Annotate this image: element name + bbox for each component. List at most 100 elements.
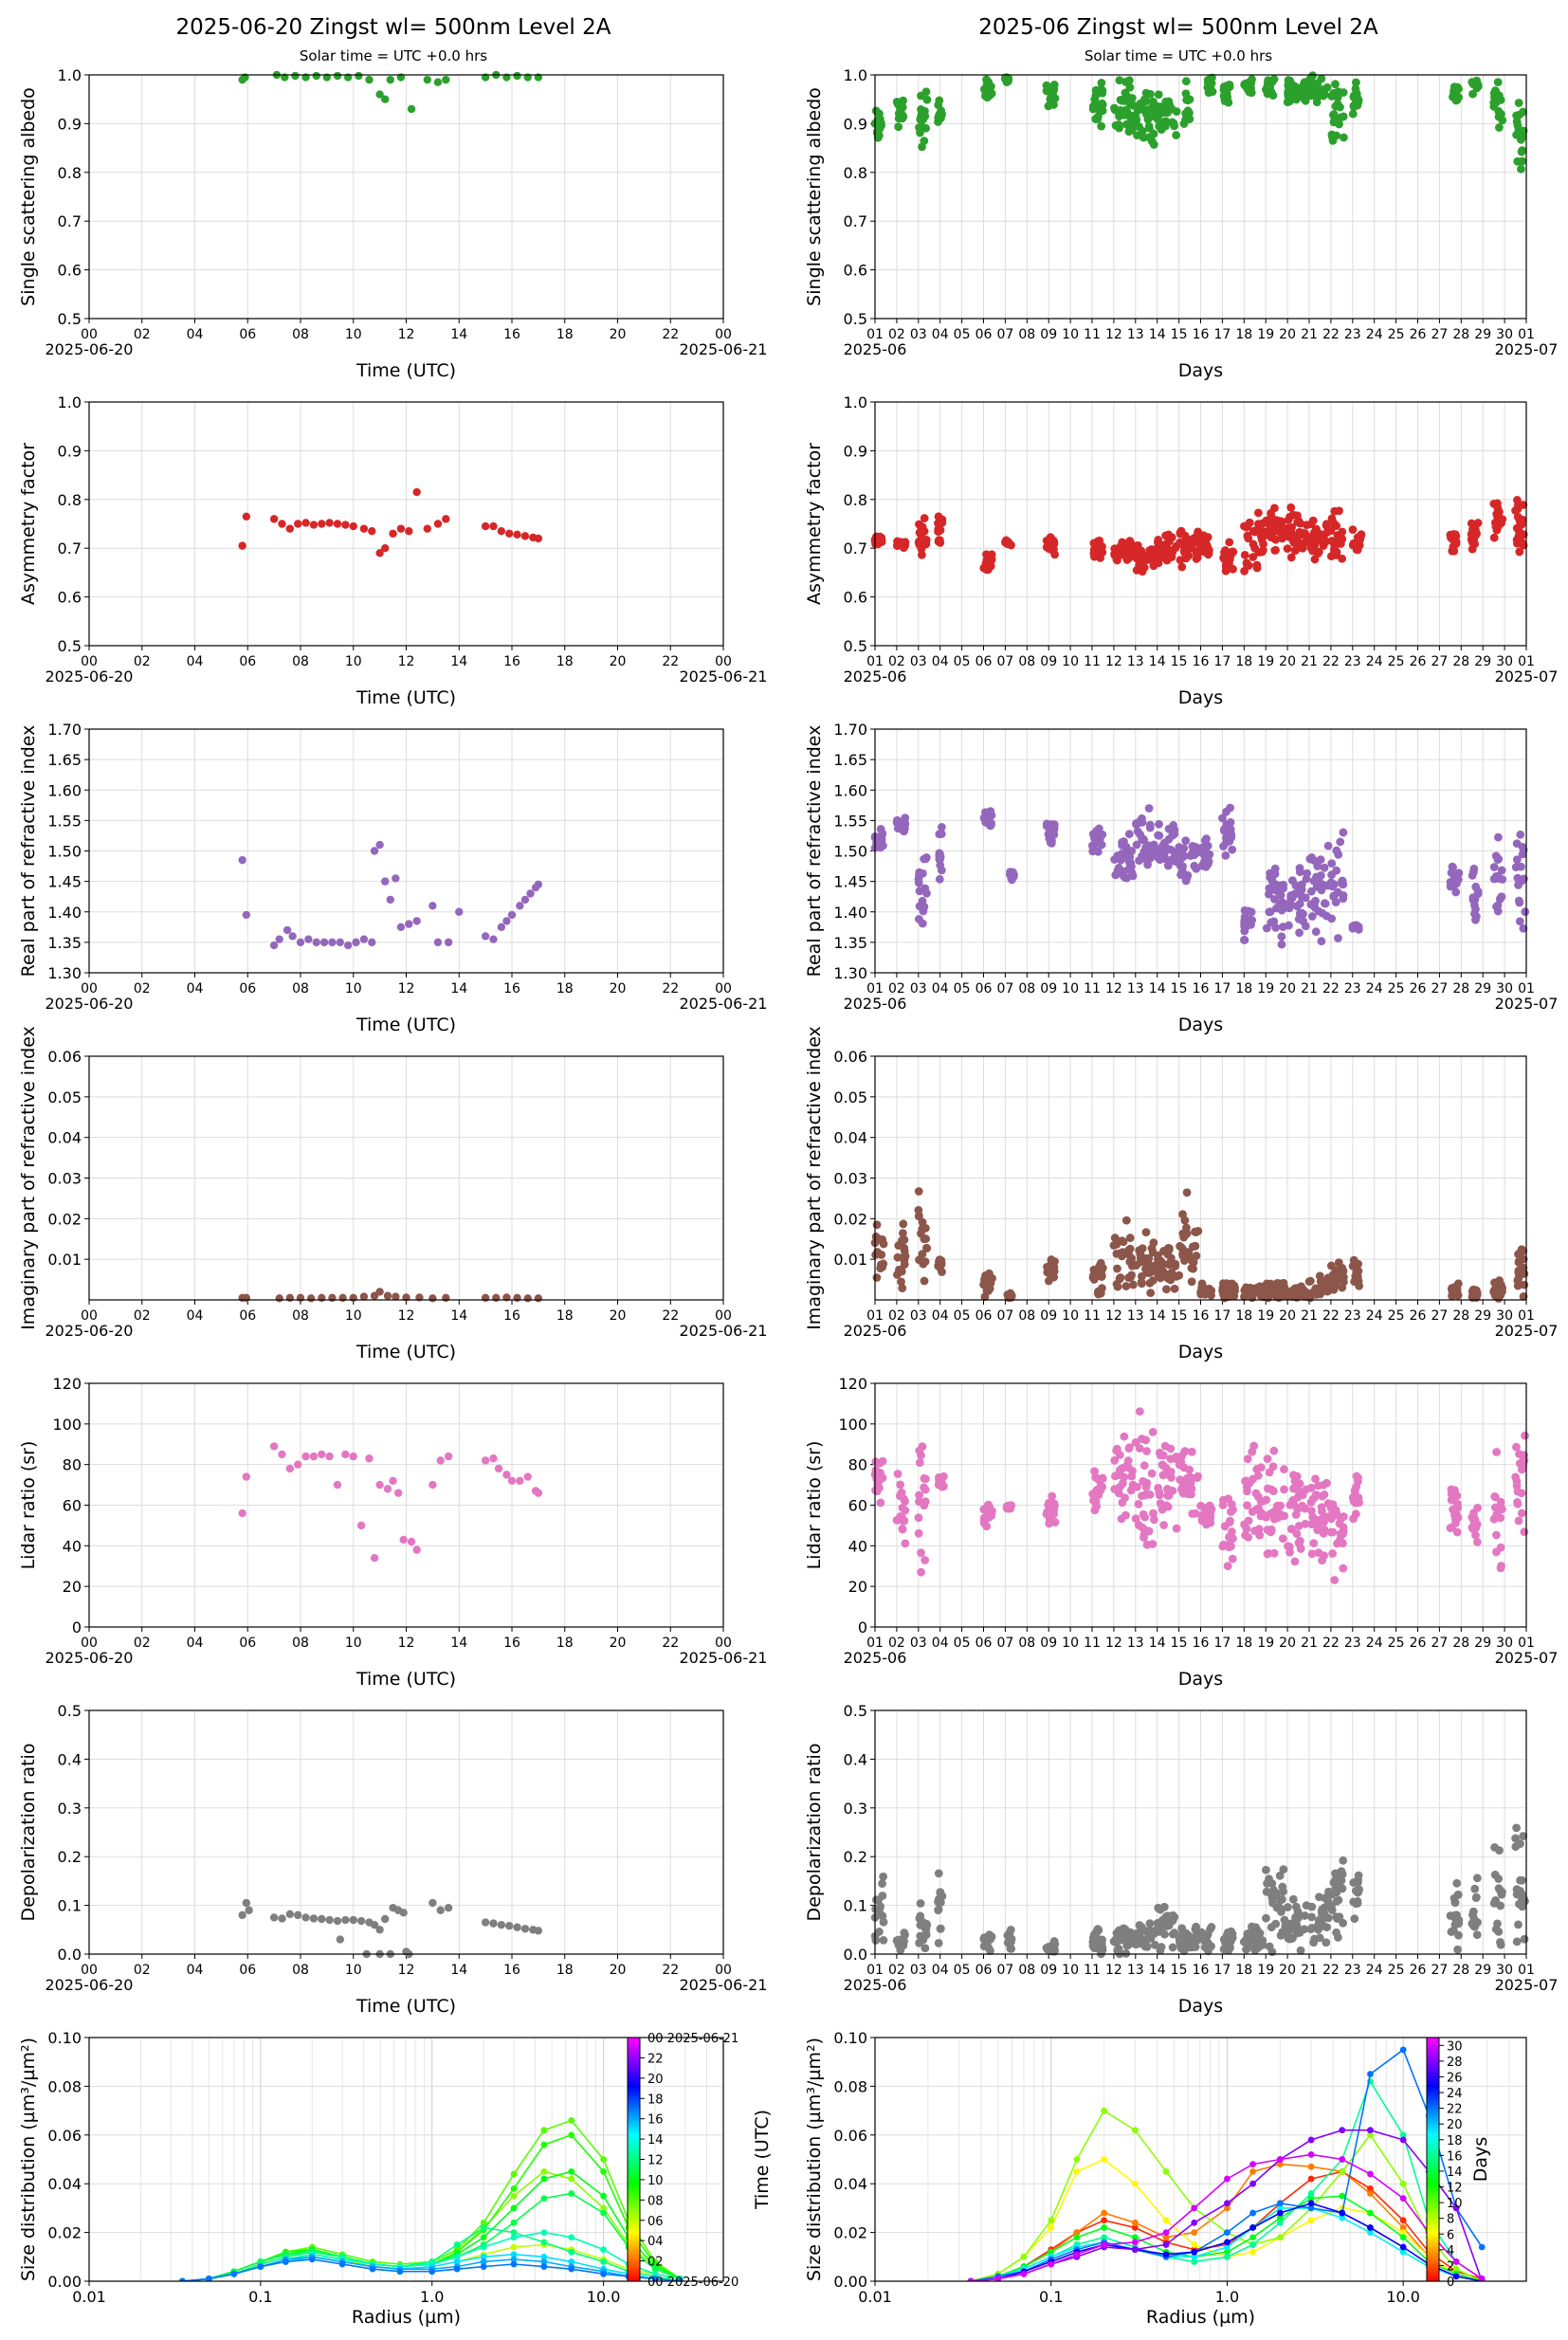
depol-monthly-point [1157,1924,1166,1933]
asym-monthly-point [1511,506,1521,515]
colorbar-right-tick-label: 4 [1447,2244,1454,2258]
lidar-monthly-point [1242,1482,1251,1491]
asym-left-xtick-label: 22 [662,654,679,669]
ssa-monthly-point [1160,121,1170,131]
real-monthly-point [1138,835,1147,845]
asym-monthly-point [1355,533,1364,541]
lidar-right-xtick-label: 17 [1213,1636,1231,1651]
real-monthly-point [1240,905,1249,915]
size-left-curve-point [480,2263,487,2270]
imag-right-xtick-label: 18 [1235,1308,1252,1324]
ssa-monthly-point [1517,147,1526,156]
ssa-monthly-point [1160,108,1170,118]
ssa-monthly-point [1160,101,1170,110]
real-monthly-point [1266,907,1275,917]
asym-right-xtick-label: 20 [1279,654,1296,669]
real-daily-point [381,877,390,886]
ssa-monthly-point [1183,95,1192,103]
real-monthly-point [1049,830,1059,839]
asym-right-xlabel: Days [1178,687,1223,708]
ssa-right-ylabel: Single scattering albedo [804,87,825,306]
ssa-monthly-point [1050,94,1060,103]
real-monthly-point [1468,895,1478,905]
lidar-monthly-point [1339,1529,1348,1539]
depol-monthly-point [1295,1928,1304,1937]
lidar-monthly-point [1263,1549,1272,1559]
real-monthly-point [1228,845,1237,854]
depol-monthly-point [1512,1823,1521,1833]
lidar-monthly-point [1113,1486,1122,1495]
real-monthly-point [1494,832,1503,842]
real-monthly-point [1189,842,1198,851]
ssa-right-xtick-label: 06 [975,327,993,342]
depol-right-ytick-label: 0.5 [844,1702,867,1720]
ssa-monthly-point [1121,77,1130,86]
imag-daily-point [383,1291,392,1300]
asym-daily-point [520,532,530,540]
depol-daily-point [325,1915,334,1925]
imag-left-ytick-label: 0.02 [47,1210,82,1228]
size-left-curve-point [230,2270,238,2277]
asym-right-xtick-label: 09 [1040,654,1057,669]
real-daily-point [396,923,406,932]
real-monthly-point [1312,872,1321,882]
real-left-ytick-label: 1.45 [47,873,82,891]
size-right-curve-point [1224,2175,1231,2183]
real-daily-point [392,874,400,883]
depol-monthly-point [1268,1898,1277,1908]
depol-monthly-point [1164,1912,1174,1922]
ssa-monthly-point [876,119,885,127]
colorbar-right-tick-label: 0 [1447,2276,1454,2290]
imag-daily-point [318,1293,326,1303]
size-left-ytick-label: 0.02 [47,2224,82,2242]
ssa-monthly-point [1136,99,1145,108]
lidar-monthly-point [1446,1524,1455,1532]
depol-monthly-point [1250,1928,1260,1937]
real-right-xtick-label: 04 [932,981,949,996]
imag-daily-point [513,1293,521,1303]
lidar-monthly-point [1449,1505,1457,1514]
lidar-monthly-point [914,1528,923,1538]
colorbar-left-tick-label: 10 [647,2174,664,2188]
asym-monthly-point [1489,499,1499,508]
lidar-monthly-point [1133,1482,1141,1491]
size-left-curve-point [568,2167,575,2175]
ssa-monthly-point [1121,88,1130,98]
lidar-monthly-point [896,1480,905,1490]
lidar-monthly-point [914,1513,923,1523]
asym-monthly-point [1495,518,1504,527]
imag-monthly-point [1113,1264,1121,1273]
ssa-right-ytick-label: 0.9 [844,115,867,133]
size-left-curve-point [510,2260,518,2268]
depol-left-ytick-label: 0.4 [58,1750,82,1768]
lidar-monthly-point [1490,1491,1500,1501]
size-right-ylabel: Size distribution (µm³/µm²) [804,2038,825,2281]
depol-left-xtick-label: 06 [239,1963,256,1978]
ssa-monthly-point [1132,120,1141,130]
imag-monthly-point [1118,1248,1127,1257]
depol-right-ytick-label: 0.0 [844,1946,867,1964]
lidar-left-xtick-label: 22 [662,1636,679,1651]
size-left-curve-point [510,2185,518,2192]
asym-right-xtick-label: 27 [1431,654,1448,669]
ssa-monthly-point [1093,115,1103,123]
ssa-monthly-point [1513,156,1522,166]
depol-monthly-point [1136,1937,1145,1947]
ssa-monthly-point [1144,123,1154,133]
asym-daily-point [405,527,413,536]
lidar-monthly-point [1183,1473,1193,1483]
depol-monthly-point [871,1895,881,1905]
ssa-monthly-point [1332,131,1340,140]
size-left-curve-point [453,2241,461,2248]
real-monthly-point [1276,890,1285,900]
lidar-monthly-point [1339,1563,1348,1573]
real-monthly-point [1111,870,1121,880]
depol-monthly-point [1339,1856,1348,1865]
lidar-daily-point [407,1537,416,1546]
lidar-monthly-point [984,1502,994,1511]
size-right-curve-point [1276,2200,1284,2207]
ssa-right-ytick-label: 0.7 [844,212,867,230]
lidar-left-ytick-label: 60 [63,1497,82,1515]
real-right-xtick-label: 06 [975,981,993,996]
ssa-left-xtick-label: 04 [187,327,204,342]
